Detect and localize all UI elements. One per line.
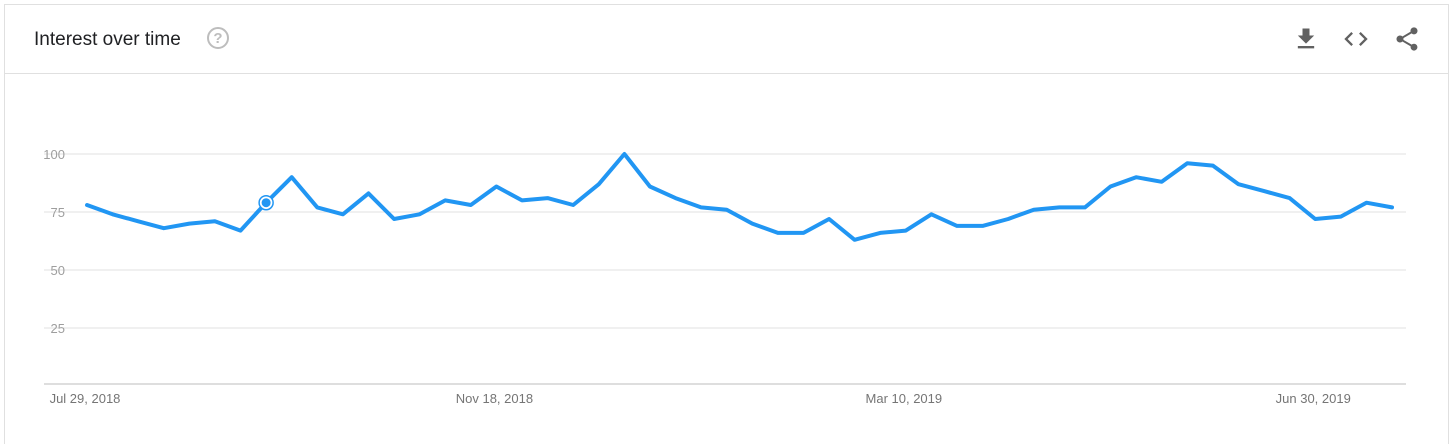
data-point — [161, 225, 167, 231]
data-point — [1133, 174, 1139, 180]
card-header: Interest over time ? — [5, 5, 1448, 74]
data-point — [1184, 160, 1190, 166]
data-point — [673, 195, 679, 201]
data-point — [1261, 188, 1267, 194]
data-point — [1031, 207, 1037, 213]
data-point — [1235, 181, 1241, 187]
data-point — [1005, 216, 1011, 222]
data-point — [391, 216, 397, 222]
y-tick-label: 100 — [43, 147, 65, 162]
data-point — [724, 207, 730, 213]
data-point — [442, 197, 448, 203]
data-point — [1363, 200, 1369, 206]
y-tick-label: 50 — [51, 263, 65, 278]
data-point — [289, 174, 295, 180]
data-point — [877, 230, 883, 236]
data-point — [826, 216, 832, 222]
data-point — [1159, 179, 1165, 185]
download-icon[interactable] — [1292, 25, 1320, 53]
data-point — [928, 211, 934, 217]
data-point — [1056, 204, 1062, 210]
data-point — [596, 181, 602, 187]
data-point — [1210, 163, 1216, 169]
data-point — [903, 228, 909, 234]
data-point — [84, 202, 90, 208]
embed-code-icon[interactable] — [1342, 25, 1370, 53]
data-point — [954, 223, 960, 229]
data-point — [468, 202, 474, 208]
data-point — [800, 230, 806, 236]
x-tick-label: Nov 18, 2018 — [456, 391, 533, 406]
help-icon[interactable]: ? — [207, 27, 229, 49]
y-tick-label: 25 — [51, 321, 65, 336]
share-icon[interactable] — [1393, 25, 1421, 53]
data-point — [110, 211, 116, 217]
data-point — [621, 151, 627, 157]
data-point — [647, 183, 653, 189]
data-point — [135, 218, 141, 224]
x-tick-label: Jul 29, 2018 — [50, 391, 121, 406]
data-point — [365, 190, 371, 196]
data-point — [852, 237, 858, 243]
y-tick-label: 75 — [51, 205, 65, 220]
card-title: Interest over time — [34, 29, 181, 50]
data-point — [1338, 214, 1344, 220]
data-point — [1389, 204, 1395, 210]
data-point — [340, 211, 346, 217]
data-point — [493, 183, 499, 189]
x-tick-label: Jun 30, 2019 — [1276, 391, 1351, 406]
x-tick-label: Mar 10, 2019 — [866, 391, 943, 406]
data-point — [749, 221, 755, 227]
data-point — [1287, 195, 1293, 201]
data-point — [238, 228, 244, 234]
data-point — [545, 195, 551, 201]
data-point — [212, 218, 218, 224]
data-point — [417, 211, 423, 217]
data-point — [314, 204, 320, 210]
hover-point — [261, 198, 271, 208]
data-point — [980, 223, 986, 229]
series-line — [85, 152, 1394, 242]
data-point — [186, 221, 192, 227]
data-point — [519, 197, 525, 203]
data-point — [698, 204, 704, 210]
data-point — [775, 230, 781, 236]
data-point — [1108, 183, 1114, 189]
data-point — [1082, 204, 1088, 210]
data-point — [1312, 216, 1318, 222]
data-point — [570, 202, 576, 208]
